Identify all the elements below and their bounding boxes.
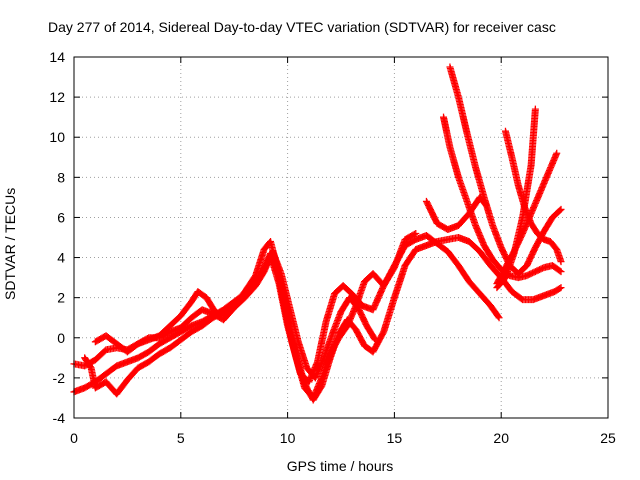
plot-frame: [73, 56, 609, 419]
y-tick-label: -4: [53, 410, 66, 426]
data-point: [494, 313, 502, 321]
y-tick-label: 8: [57, 169, 65, 185]
data-point: [553, 149, 561, 157]
y-tick-label: 6: [57, 209, 65, 225]
y-tick-label: 4: [57, 250, 65, 266]
x-tick-label: 10: [280, 430, 296, 446]
data-point: [371, 336, 379, 344]
y-tick-label: 12: [49, 89, 65, 105]
data-point: [557, 268, 565, 276]
data-point: [410, 230, 418, 238]
axis-ticks: 0 5 10 15 20 25 -4 -2 0 2 4 6 8 10 12 14: [49, 49, 616, 446]
data-series-group: [493, 105, 539, 292]
data-series-group: [422, 193, 490, 233]
grid-lines: [74, 57, 608, 418]
data-series-group: [440, 113, 565, 282]
y-tick-label: 2: [57, 290, 65, 306]
x-tick-label: 15: [387, 430, 403, 446]
data-series-group: [81, 229, 420, 402]
x-tick-label: 5: [177, 430, 185, 446]
data-point: [481, 200, 489, 208]
y-axis-label: SDTVAR / TECUs: [2, 187, 18, 300]
data-series: [70, 63, 565, 404]
y-tick-label: 14: [49, 49, 65, 65]
data-point: [557, 205, 565, 213]
data-point: [370, 335, 378, 343]
data-point: [495, 314, 503, 322]
y-tick-label: -2: [53, 370, 66, 386]
data-point: [412, 229, 420, 237]
x-tick-label: 0: [70, 430, 78, 446]
x-axis-label: GPS time / hours: [286, 458, 394, 474]
x-tick-label: 20: [493, 430, 509, 446]
data-series-group: [91, 248, 379, 382]
data-point: [556, 206, 564, 214]
chart-title: Day 277 of 2014, Sidereal Day-to-day VTE…: [48, 19, 556, 35]
data-point: [482, 201, 490, 209]
data-point: [556, 267, 564, 275]
data-point: [531, 105, 539, 113]
data-point: [557, 258, 565, 266]
data-point: [557, 284, 565, 292]
x-tick-label: 25: [600, 430, 616, 446]
data-point: [556, 284, 564, 292]
y-tick-label: 10: [49, 129, 65, 145]
y-tick-label: 0: [57, 330, 65, 346]
